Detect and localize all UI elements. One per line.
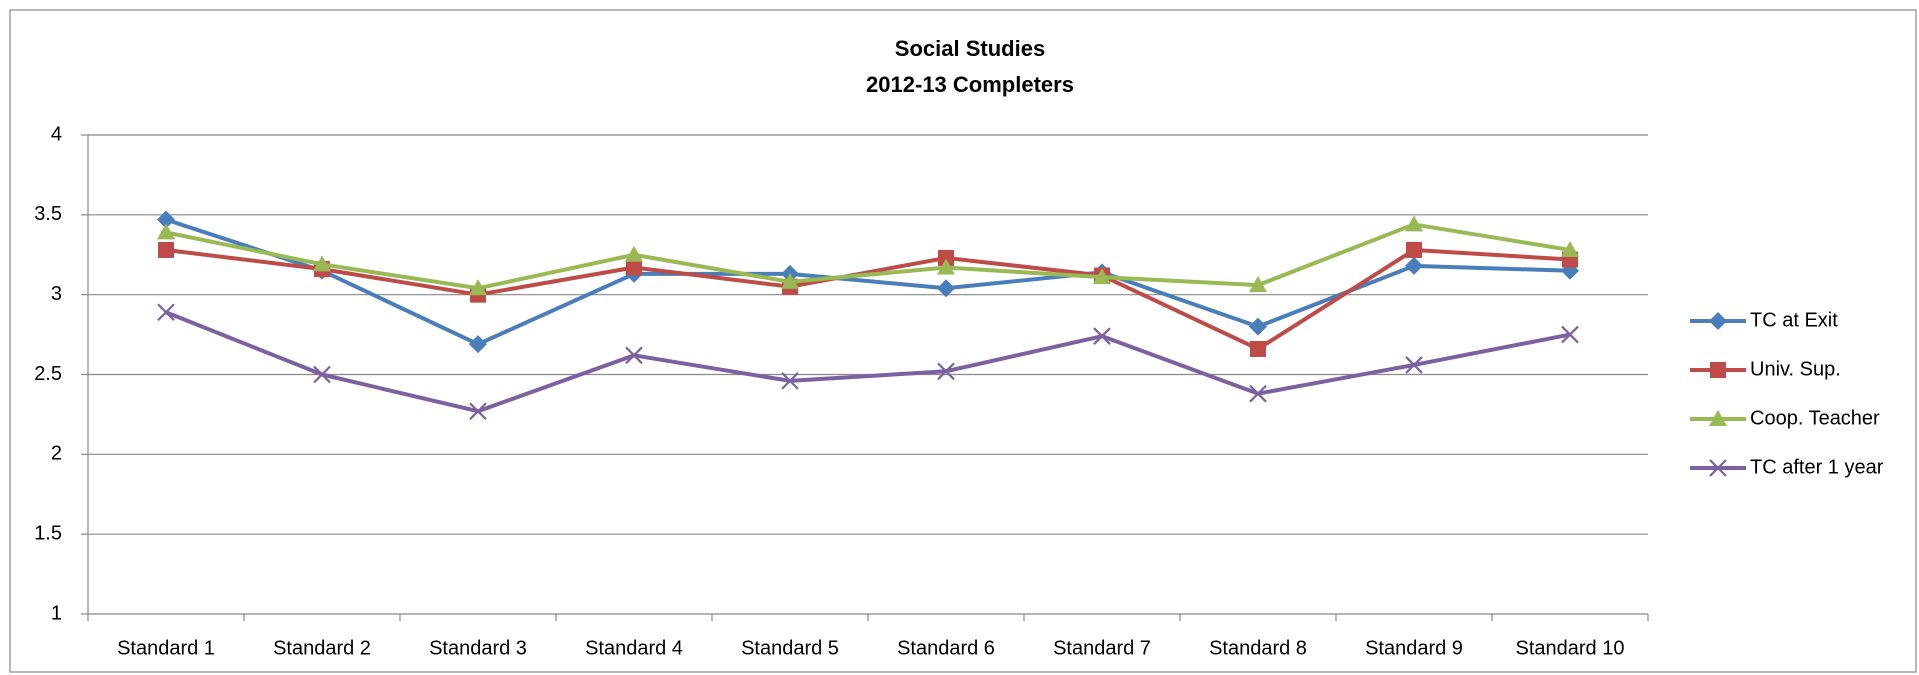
marker (1249, 384, 1267, 403)
legend-label: Univ. Sup. (1750, 358, 1841, 380)
series-line (165, 310, 1571, 414)
x-tick-label: Standard 9 (1365, 637, 1463, 659)
marker (1249, 317, 1267, 336)
marker (1250, 340, 1266, 357)
y-tick-label: 2 (51, 443, 62, 465)
marker (937, 258, 955, 275)
chart-subtitle: 2012-13 Completers (866, 72, 1074, 97)
x-tick-label: Standard 1 (117, 637, 215, 659)
series-line (165, 247, 1571, 351)
marker (469, 402, 487, 421)
marker (781, 272, 799, 289)
y-tick-label: 3 (51, 283, 62, 305)
marker (1709, 312, 1727, 330)
marker (937, 279, 955, 298)
marker (157, 303, 175, 322)
marker (1405, 215, 1423, 232)
marker (313, 255, 331, 272)
y-tick-label: 2.5 (34, 363, 62, 385)
marker (1561, 240, 1579, 257)
marker (1093, 268, 1111, 285)
marker (937, 362, 955, 381)
marker (157, 210, 175, 229)
legend-label: TC after 1 year (1750, 456, 1884, 478)
x-tick-label: Standard 4 (585, 637, 683, 659)
x-tick-label: Standard 5 (741, 637, 839, 659)
marker (1710, 362, 1726, 378)
marker (1405, 356, 1423, 374)
marker (938, 249, 954, 266)
marker (157, 223, 175, 240)
y-tick-label: 4 (51, 123, 62, 145)
chart-frame (9, 9, 1917, 673)
x-tick-label: Standard 6 (897, 637, 995, 659)
marker (1709, 410, 1727, 426)
legend-label: TC at Exit (1750, 309, 1838, 331)
x-tick-label: Standard 10 (1516, 637, 1625, 659)
marker (1709, 459, 1727, 477)
series-line (165, 222, 1571, 291)
marker (625, 245, 643, 262)
marker (1406, 241, 1422, 258)
marker (781, 372, 799, 390)
legend-label: Coop. Teacher (1750, 407, 1880, 429)
marker (469, 335, 487, 354)
marker (313, 365, 331, 384)
series-line (165, 217, 1571, 347)
x-tick-label: Standard 2 (273, 637, 371, 659)
chart-title: Social Studies (895, 36, 1045, 61)
y-tick-label: 1 (51, 602, 62, 624)
marker (1561, 325, 1579, 344)
x-tick-label: Standard 7 (1053, 637, 1151, 659)
x-tick-label: Standard 8 (1209, 637, 1307, 659)
marker (626, 259, 642, 276)
y-tick-label: 1.5 (34, 522, 62, 544)
y-tick-label: 3.5 (34, 203, 62, 225)
marker (1405, 256, 1423, 275)
marker (469, 279, 487, 296)
marker (158, 241, 174, 258)
x-tick-label: Standard 3 (429, 637, 527, 659)
marker (1093, 327, 1111, 345)
marker (1249, 276, 1267, 293)
marker (625, 346, 643, 365)
